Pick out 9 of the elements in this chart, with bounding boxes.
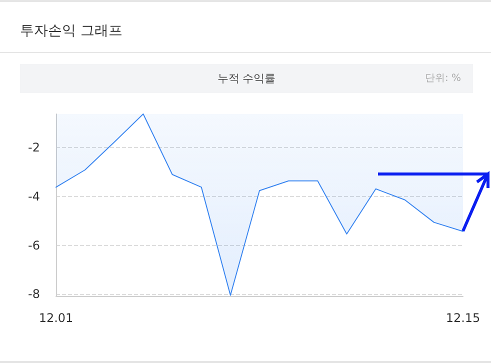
y-tick-label: -4: [28, 189, 40, 204]
text: 단위: %: [424, 72, 461, 85]
x-tick-label: 12.01: [38, 311, 74, 325]
x-tick-label: 12.15: [446, 311, 480, 325]
chart-title: 투자손익 그래프: [20, 22, 122, 40]
y-tick-label: -2: [28, 140, 40, 155]
chart-subtitle: 누적 수익률: [217, 72, 276, 85]
y-tick-label: -6: [28, 238, 40, 252]
y-tick-label: -8: [28, 287, 40, 302]
